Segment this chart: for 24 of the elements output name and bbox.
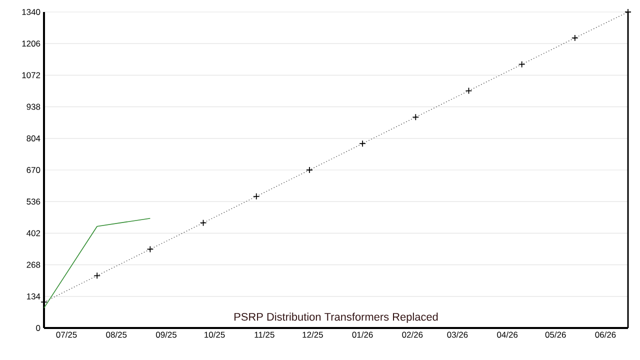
y-tick-label: 268 [26,262,40,268]
y-tick-label: 1340 [22,9,40,15]
x-tick-label: 06/26 [595,332,616,338]
y-tick-label: 1206 [22,40,40,47]
x-tick-label: 01/26 [352,332,373,338]
y-tick-label: 0 [36,325,40,331]
y-tick-label: 938 [26,104,40,110]
x-tick-label: 10/25 [204,332,225,338]
y-tick-label: 402 [26,230,40,236]
x-tick-label: 03/26 [447,332,468,338]
x-tick-label: 11/25 [254,332,274,338]
x-tick-label: 07/25 [56,332,77,338]
x-tick-label: 04/26 [497,332,518,338]
x-tick-label: 09/25 [156,332,177,338]
y-tick-label: 134 [26,293,40,300]
text: PSRP Distribution Transformers Replaced [234,312,438,323]
x-tick-label: 08/25 [106,332,127,338]
y-tick-label: 670 [26,167,40,173]
x-tick-label: 12/25 [302,332,323,338]
x-tick-label: 05/26 [545,332,566,338]
y-tick-label: 1072 [22,72,40,78]
y-tick-label: 804 [26,135,40,142]
x-tick-label: 02/26 [402,332,423,338]
y-tick-label: 536 [26,198,40,205]
